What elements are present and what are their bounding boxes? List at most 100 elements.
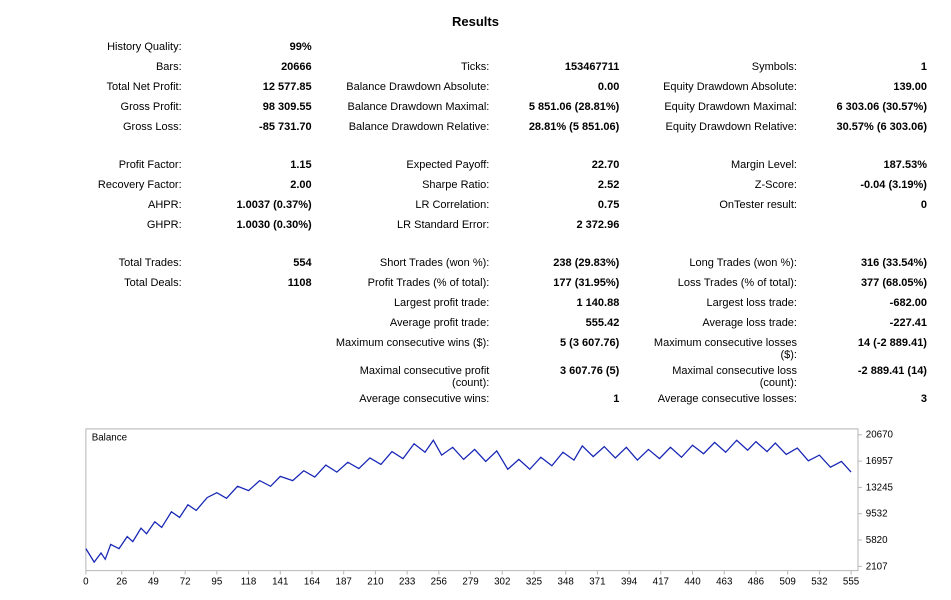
stat-label: Total Net Profit:: [24, 81, 192, 93]
stat-row: History Quality:99%: [20, 39, 316, 59]
stat-row: Largest loss trade:-682.00: [635, 295, 931, 315]
stat-row: Balance Drawdown Relative:28.81% (5 851.…: [328, 119, 624, 139]
stat-label: Profit Factor:: [24, 159, 192, 171]
stat-value: 5 (3 607.76): [499, 337, 619, 349]
stat-value: 5 851.06 (28.81%): [499, 101, 619, 113]
svg-text:13245: 13245: [866, 482, 894, 493]
stat-row: Recovery Factor:2.00: [20, 177, 316, 197]
svg-text:2107: 2107: [866, 561, 888, 572]
svg-text:486: 486: [748, 576, 764, 587]
stat-value: 1 140.88: [499, 297, 619, 309]
stat-label: Maximal consecutive profit (count):: [332, 365, 500, 389]
stat-row: Bars:20666: [20, 59, 316, 79]
balance-chart-container: 2107582095321324516957206700264972951181…: [80, 425, 901, 588]
svg-text:509: 509: [780, 576, 796, 587]
stat-row: [20, 335, 316, 363]
stat-row: OnTester result:0: [635, 197, 931, 217]
stat-label: LR Standard Error:: [332, 219, 500, 231]
stat-value: -2 889.41 (14): [807, 365, 927, 377]
stat-label: Average loss trade:: [639, 317, 807, 329]
balance-chart: 2107582095321324516957206700264972951181…: [80, 425, 901, 588]
stat-row: Maximal consecutive loss (count):-2 889.…: [635, 363, 931, 391]
stat-row: Equity Drawdown Maximal:6 303.06 (30.57%…: [635, 99, 931, 119]
stat-label: LR Correlation:: [332, 199, 500, 211]
stat-value: 0: [807, 199, 927, 211]
svg-text:394: 394: [621, 576, 638, 587]
stat-value: 1: [807, 61, 927, 73]
stat-value: 3: [807, 393, 927, 405]
stat-value: 6 303.06 (30.57%): [807, 101, 927, 113]
stat-value: 0.75: [499, 199, 619, 211]
svg-text:440: 440: [684, 576, 701, 587]
stat-label: Margin Level:: [639, 159, 807, 171]
svg-text:26: 26: [116, 576, 127, 587]
stat-value: 20666: [192, 61, 312, 73]
results-table: History Quality:99%Bars:20666Ticks:15346…: [20, 39, 931, 411]
stat-row: [328, 39, 624, 59]
stat-value: 139.00: [807, 81, 927, 93]
svg-text:0: 0: [83, 576, 89, 587]
svg-text:9532: 9532: [866, 509, 888, 520]
stat-row: Gross Loss:-85 731.70: [20, 119, 316, 139]
stat-row: Average consecutive wins:1: [328, 391, 624, 411]
svg-text:325: 325: [526, 576, 543, 587]
svg-text:Balance: Balance: [92, 433, 127, 444]
stat-label: Profit Trades (% of total):: [332, 277, 500, 289]
stat-row: Maximal consecutive profit (count):3 607…: [328, 363, 624, 391]
stat-label: Total Deals:: [24, 277, 192, 289]
stat-label: Balance Drawdown Maximal:: [332, 101, 500, 113]
svg-text:187: 187: [336, 576, 352, 587]
stat-value: -227.41: [807, 317, 927, 329]
stat-row: Total Net Profit:12 577.85: [20, 79, 316, 99]
stat-label: Long Trades (won %):: [639, 257, 807, 269]
stat-row: Largest profit trade:1 140.88: [328, 295, 624, 315]
stat-row: Total Trades:554: [20, 255, 316, 275]
page-title: Results: [20, 14, 931, 29]
stat-value: 238 (29.83%): [499, 257, 619, 269]
stat-value: 554: [192, 257, 312, 269]
stat-value: 555.42: [499, 317, 619, 329]
stat-row: Profit Trades (% of total):177 (31.95%): [328, 275, 624, 295]
stat-row: [20, 139, 316, 157]
stat-value: 2 372.96: [499, 219, 619, 231]
stat-label: Z-Score:: [639, 179, 807, 191]
stat-row: [20, 295, 316, 315]
stat-value: 98 309.55: [192, 101, 312, 113]
stat-row: [635, 217, 931, 237]
stat-label: Expected Payoff:: [332, 159, 500, 171]
stat-value: 2.52: [499, 179, 619, 191]
stat-value: 30.57% (6 303.06): [807, 121, 927, 133]
stat-value: 14 (-2 889.41): [807, 337, 927, 349]
stat-label: Average consecutive losses:: [639, 393, 807, 405]
svg-text:210: 210: [367, 576, 384, 587]
svg-text:95: 95: [211, 576, 222, 587]
stat-row: LR Correlation:0.75: [328, 197, 624, 217]
stat-row: Maximum consecutive losses ($):14 (-2 88…: [635, 335, 931, 363]
stat-label: AHPR:: [24, 199, 192, 211]
svg-text:141: 141: [272, 576, 288, 587]
stat-row: [20, 391, 316, 411]
stat-row: Equity Drawdown Absolute:139.00: [635, 79, 931, 99]
svg-text:118: 118: [241, 576, 257, 587]
svg-text:279: 279: [462, 576, 478, 587]
stat-label: History Quality:: [24, 41, 192, 53]
stat-row: Profit Factor:1.15: [20, 157, 316, 177]
svg-text:16957: 16957: [866, 456, 893, 467]
stat-value: 1108: [192, 277, 312, 289]
stat-label: Maximum consecutive wins ($):: [332, 337, 500, 349]
stat-row: Average consecutive losses:3: [635, 391, 931, 411]
stat-value: -0.04 (3.19%): [807, 179, 927, 191]
stat-label: Loss Trades (% of total):: [639, 277, 807, 289]
stat-value: 1: [499, 393, 619, 405]
stat-row: [328, 139, 624, 157]
stat-row: Balance Drawdown Maximal:5 851.06 (28.81…: [328, 99, 624, 119]
stat-row: Short Trades (won %):238 (29.83%): [328, 255, 624, 275]
stat-label: Largest profit trade:: [332, 297, 500, 309]
stat-label: Average profit trade:: [332, 317, 500, 329]
stat-label: Average consecutive wins:: [332, 393, 500, 405]
stat-value: 28.81% (5 851.06): [499, 121, 619, 133]
svg-text:72: 72: [180, 576, 191, 587]
stat-row: Z-Score:-0.04 (3.19%): [635, 177, 931, 197]
stat-label: OnTester result:: [639, 199, 807, 211]
stat-label: Balance Drawdown Relative:: [332, 121, 500, 133]
